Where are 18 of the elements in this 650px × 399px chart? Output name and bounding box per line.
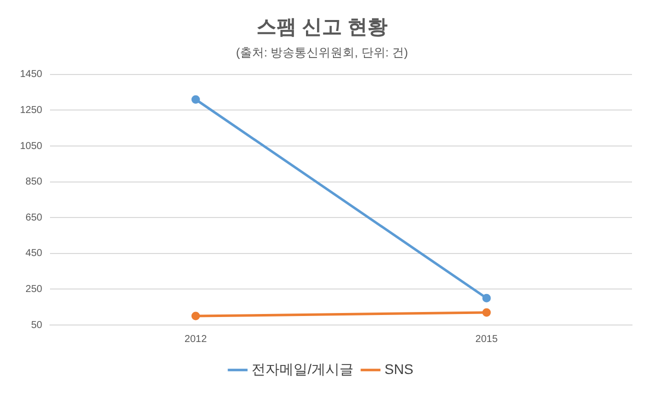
legend-label: SNS (384, 360, 414, 377)
chart-subtitle: (출처: 방송통신위원회, 단위: 건) (236, 46, 408, 60)
y-tick-label: 1050 (20, 140, 43, 152)
y-tick-label: 50 (31, 320, 43, 331)
point (191, 312, 200, 320)
x-tick-label: 2012 (184, 334, 208, 345)
chart-title: 스팸 신고 현황 (256, 16, 388, 39)
y-tick-label: 1250 (20, 104, 43, 116)
x-tick-label: 2015 (475, 334, 498, 345)
y-tick-label: 450 (26, 248, 43, 260)
point (191, 95, 200, 104)
y-tick-label: 1450 (20, 69, 43, 80)
y-tick-label: 250 (26, 284, 43, 295)
point (482, 308, 491, 317)
y-tick-label: 850 (26, 176, 43, 188)
legend-label: 전자메일/게시글 (252, 360, 354, 377)
point (482, 294, 491, 302)
y-tick-label: 650 (26, 212, 43, 224)
